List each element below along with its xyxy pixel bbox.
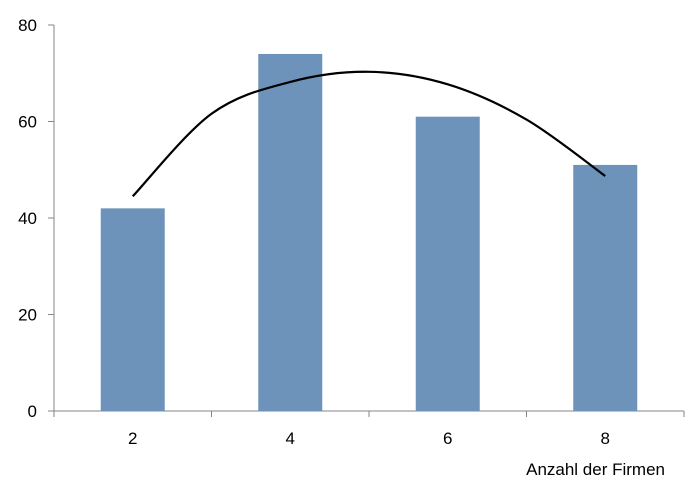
bars-group xyxy=(100,53,638,412)
x-tick-label: 4 xyxy=(286,429,295,448)
y-tick-label: 20 xyxy=(18,306,37,325)
y-tick-label: 0 xyxy=(28,402,37,421)
bar-6 xyxy=(415,116,480,412)
bar-8 xyxy=(573,164,638,411)
y-tick-label: 60 xyxy=(18,113,37,132)
trendline-group xyxy=(131,70,606,198)
y-tick-label: 80 xyxy=(18,16,37,35)
x-tick-label: 8 xyxy=(601,429,610,448)
bar-2 xyxy=(100,208,165,411)
x-tick-label: 6 xyxy=(443,429,452,448)
x-tick-label: 2 xyxy=(128,429,137,448)
y-tick-label: 40 xyxy=(18,209,37,228)
bar-4 xyxy=(258,53,323,411)
y-tick-group: 0 20 40 60 80 xyxy=(18,16,54,421)
trendline xyxy=(131,70,606,198)
x-axis-title: Anzahl der Firmen xyxy=(526,460,665,479)
x-tick-group: 2 4 6 8 xyxy=(53,411,685,448)
